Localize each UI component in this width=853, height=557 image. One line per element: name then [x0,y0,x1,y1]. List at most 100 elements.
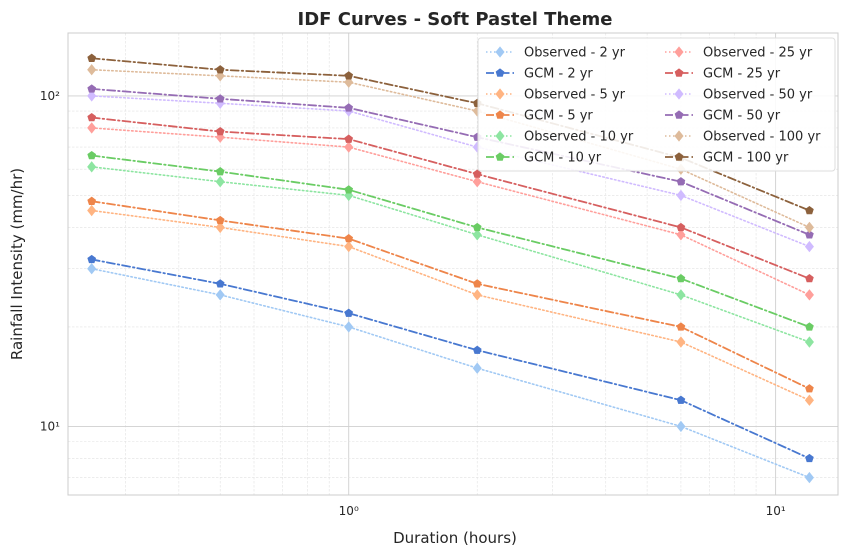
data-point-observed-10-yr [472,229,482,241]
data-point-observed-5-yr [472,289,482,301]
legend-label: Observed - 100 yr [703,130,821,145]
legend-marker [495,88,505,100]
data-point-gcm-25-yr [805,274,814,283]
legend-entry-gcm-100-yr: GCM - 100 yr [665,151,789,166]
series-line-gcm-5-yr [90,200,811,390]
data-point-gcm-10-yr [344,185,354,194]
data-point-observed-2-yr [472,362,482,374]
data-point-observed-10-yr [215,176,225,188]
data-point-observed-25-yr [87,122,97,134]
series-gcm-10-yr [87,150,814,331]
data-point-gcm-100-yr [87,53,97,62]
legend-marker [495,130,505,142]
data-point-observed-100-yr [87,64,97,76]
data-point-gcm-5-yr [87,196,97,205]
series-line-observed-5-yr [90,209,811,402]
legend-entry-observed-5-yr: Observed - 5 yr [486,88,626,103]
legend-marker [495,46,505,58]
legend-entry-gcm-50-yr: GCM - 50 yr [665,109,781,124]
series-line-observed-2-yr [90,267,811,479]
legend-marker [495,110,505,119]
legend-label: GCM - 100 yr [703,151,789,166]
data-point-gcm-25-yr [472,169,482,178]
legend-marker [674,152,684,161]
y-tick-label: 10² [40,89,60,103]
data-point-gcm-5-yr [805,384,814,393]
data-point-observed-50-yr [87,90,97,102]
legend-marker [674,46,684,58]
data-point-observed-5-yr [676,336,686,348]
data-point-gcm-50-yr [805,230,814,239]
legend-marker [674,88,684,100]
series-line-gcm-2-yr [90,258,811,460]
data-point-observed-25-yr [804,289,814,301]
data-point-gcm-5-yr [215,215,225,225]
data-point-gcm-100-yr [344,71,354,80]
data-point-gcm-2-yr [676,395,686,404]
data-point-observed-10-yr [804,336,814,348]
series-line-observed-10-yr [90,166,811,343]
data-point-observed-2-yr [87,263,97,275]
data-point-gcm-2-yr [215,279,225,288]
x-tick-label: 10⁰ [339,504,359,518]
legend-marker [495,152,505,161]
legend-entry-observed-100-yr: Observed - 100 yr [665,130,821,145]
data-point-observed-25-yr [472,176,482,188]
data-point-gcm-25-yr [676,222,686,232]
legend-label: GCM - 10 yr [524,151,602,166]
data-point-gcm-25-yr [87,112,97,122]
plot-frame [67,32,839,496]
x-tick-label: 10¹ [766,504,786,518]
series-observed-2-yr [87,263,814,484]
legend-entry-observed-50-yr: Observed - 50 yr [665,88,813,103]
legend-label: GCM - 5 yr [524,109,593,124]
legend-label: GCM - 50 yr [703,109,781,124]
data-point-observed-100-yr [804,221,814,234]
data-point-observed-50-yr [804,240,814,253]
data-point-gcm-2-yr [344,308,354,317]
legend-entry-observed-10-yr: Observed - 10 yr [486,130,634,145]
series-line-gcm-10-yr [90,154,811,328]
data-point-gcm-10-yr [676,274,686,283]
data-point-observed-100-yr [344,76,354,88]
data-point-gcm-100-yr [805,205,814,215]
series-observed-25-yr [87,122,814,301]
data-point-gcm-10-yr [472,222,482,232]
data-point-gcm-10-yr [215,167,225,176]
data-point-gcm-10-yr [805,322,814,331]
series-line-gcm-25-yr [90,116,811,280]
data-point-gcm-25-yr [344,134,354,143]
data-point-gcm-5-yr [676,322,686,331]
series-gcm-5-yr [87,196,814,393]
legend-entry-observed-2-yr: Observed - 2 yr [486,46,626,61]
series-line-observed-100-yr [90,68,811,229]
data-point-gcm-50-yr [676,177,686,186]
legend: Observed - 2 yr GCM - 2 yr Observed - 5 yr… [477,37,836,172]
series-gcm-25-yr [87,112,814,283]
chart-title: IDF Curves - Soft Pastel Theme [298,9,613,30]
tick-labels: 10⁰ 10¹ 10¹ 10² [40,89,786,518]
y-tick-label: 10¹ [40,419,60,433]
data-point-observed-5-yr [215,221,225,234]
series-line-gcm-50-yr [90,88,811,236]
legend-label: Observed - 25 yr [703,46,813,61]
legend-label: GCM - 25 yr [703,67,781,82]
data-point-observed-10-yr [676,289,686,301]
legend-marker [674,130,684,142]
series-line-observed-25-yr [90,127,811,296]
data-point-observed-2-yr [215,289,225,301]
series-observed-5-yr [87,204,814,406]
legend-label: Observed - 2 yr [524,46,626,61]
legend-label: Observed - 10 yr [524,130,634,145]
data-point-gcm-50-yr [87,84,97,93]
x-axis-label: Duration (hours) [393,529,517,547]
data-point-observed-5-yr [804,394,814,406]
data-point-observed-5-yr [87,204,97,217]
data-point-gcm-2-yr [87,254,97,264]
data-point-gcm-25-yr [215,126,225,136]
legend-marker [674,110,684,119]
y-axis-label: Rainfall Intensity (mm/hr) [8,168,26,360]
legend-entry-gcm-5-yr: GCM - 5 yr [486,109,593,124]
data-point-observed-50-yr [676,189,686,202]
legend-marker [495,68,505,77]
